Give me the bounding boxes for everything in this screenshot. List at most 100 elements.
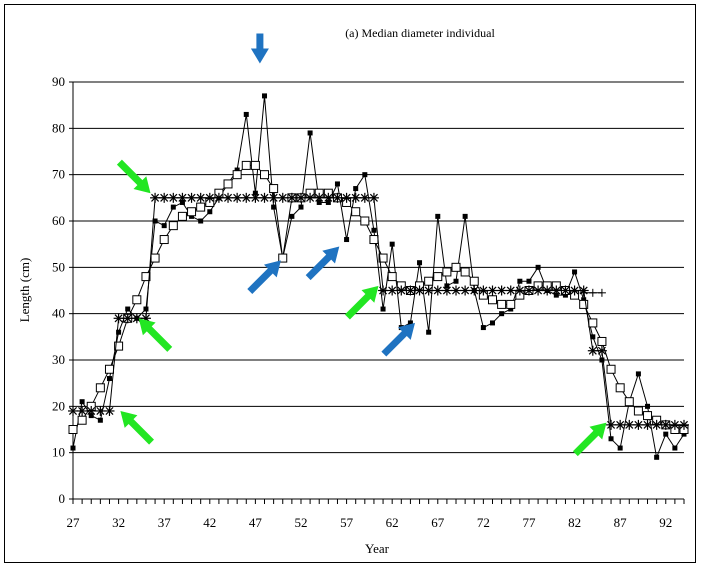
data-point-filled-square [207, 209, 213, 215]
data-point-open-square [278, 253, 288, 263]
data-point-open-square [597, 336, 607, 346]
data-point-filled-square [672, 445, 678, 451]
data-point-asterisk [505, 285, 516, 296]
data-point-open-square [615, 383, 625, 393]
data-point-open-square [250, 160, 260, 170]
data-point-open-square [369, 235, 379, 245]
blue-arrow [247, 260, 281, 294]
data-point-asterisk [387, 285, 398, 296]
data-point-asterisk [569, 285, 580, 296]
data-point-asterisk [232, 192, 243, 203]
data-point-asterisk [651, 419, 662, 430]
data-point-filled-square [161, 223, 167, 229]
data-point-filled-square [143, 306, 149, 312]
data-point-asterisk [523, 285, 534, 296]
data-point-filled-square [526, 278, 532, 284]
x-tick-label: 87 [614, 515, 628, 530]
data-point-filled-square [480, 325, 486, 331]
data-point-open-square [487, 295, 497, 305]
data-point-asterisk [268, 192, 279, 203]
data-point-open-square [442, 267, 452, 277]
data-point-open-square [624, 397, 634, 407]
data-point-filled-square [608, 436, 614, 442]
data-point-filled-square [189, 213, 195, 219]
y-tick-label: 0 [59, 491, 66, 506]
data-point-filled-square [581, 297, 587, 303]
data-point-filled-square [97, 417, 103, 423]
data-point-filled-square [234, 167, 240, 173]
data-point-filled-square [106, 376, 112, 382]
data-point-asterisk [223, 192, 234, 203]
y-tick-label: 30 [52, 352, 65, 367]
data-point-filled-square [663, 431, 669, 437]
y-tick-label: 60 [52, 213, 65, 228]
data-point-asterisk [405, 285, 416, 296]
data-point-open-square [114, 341, 124, 351]
data-point-asterisk [423, 285, 434, 296]
data-point-filled-square [499, 311, 505, 317]
x-tick-label: 52 [294, 515, 307, 530]
series-line-filled-square [72, 95, 685, 460]
data-point-plus [579, 288, 588, 297]
data-point-asterisk [113, 313, 124, 324]
y-tick-label: 90 [52, 74, 65, 89]
data-point-filled-square [617, 445, 623, 451]
series-line-asterisk [73, 197, 684, 426]
data-point-open-square [159, 235, 169, 245]
data-point-open-square [104, 364, 114, 374]
data-point-filled-square [599, 357, 605, 363]
data-point-open-square [360, 216, 370, 226]
data-point-asterisk [368, 192, 379, 203]
data-point-asterisk [314, 192, 325, 203]
green-arrow [116, 159, 151, 194]
data-point-asterisk [204, 192, 215, 203]
data-point-open-square [187, 207, 197, 217]
data-point-asterisk [159, 192, 170, 203]
data-point-plus [588, 288, 597, 297]
data-point-filled-square [334, 181, 340, 187]
data-point-open-square [506, 299, 516, 309]
data-point-filled-square [152, 218, 158, 224]
data-point-filled-square [198, 218, 204, 224]
data-point-asterisk [441, 285, 452, 296]
chart-title: (a) Median diameter individual [345, 26, 495, 40]
data-point-open-square [150, 253, 160, 263]
data-point-open-square [77, 415, 87, 425]
data-point-asterisk [378, 285, 389, 296]
data-point-open-square [177, 211, 187, 221]
x-tick-label: 47 [249, 515, 263, 530]
data-point-filled-square [307, 130, 313, 136]
data-point-filled-square [435, 213, 441, 219]
data-point-asterisk [277, 192, 288, 203]
data-point-asterisk [295, 192, 306, 203]
data-point-asterisk [642, 419, 653, 430]
data-point-asterisk [104, 405, 115, 416]
green-arrow [344, 285, 379, 320]
data-point-asterisk [186, 192, 197, 203]
data-point-filled-square [170, 204, 176, 210]
x-tick-label: 92 [659, 515, 672, 530]
data-point-asterisk [177, 192, 188, 203]
blue-arrow [381, 322, 415, 357]
data-point-asterisk [241, 192, 252, 203]
data-point-asterisk [533, 285, 544, 296]
data-point-asterisk [250, 192, 261, 203]
data-point-asterisk [633, 419, 644, 430]
y-tick-label: 10 [52, 445, 65, 460]
data-point-filled-square [489, 320, 495, 326]
data-point-open-square [223, 179, 233, 189]
data-point-asterisk [679, 419, 689, 430]
data-point-filled-square [654, 454, 660, 460]
data-point-filled-square [243, 111, 249, 117]
data-point-filled-square [125, 306, 131, 312]
data-point-open-square [460, 267, 470, 277]
data-point-open-square [643, 411, 653, 421]
data-point-filled-square [635, 371, 641, 377]
data-point-filled-square [407, 320, 413, 326]
y-tick-label: 80 [52, 120, 65, 135]
green-arrow [572, 422, 607, 457]
data-point-filled-square [681, 431, 687, 437]
x-tick-label: 72 [477, 515, 490, 530]
y-tick-label: 70 [52, 167, 65, 182]
data-point-filled-square [353, 186, 359, 192]
